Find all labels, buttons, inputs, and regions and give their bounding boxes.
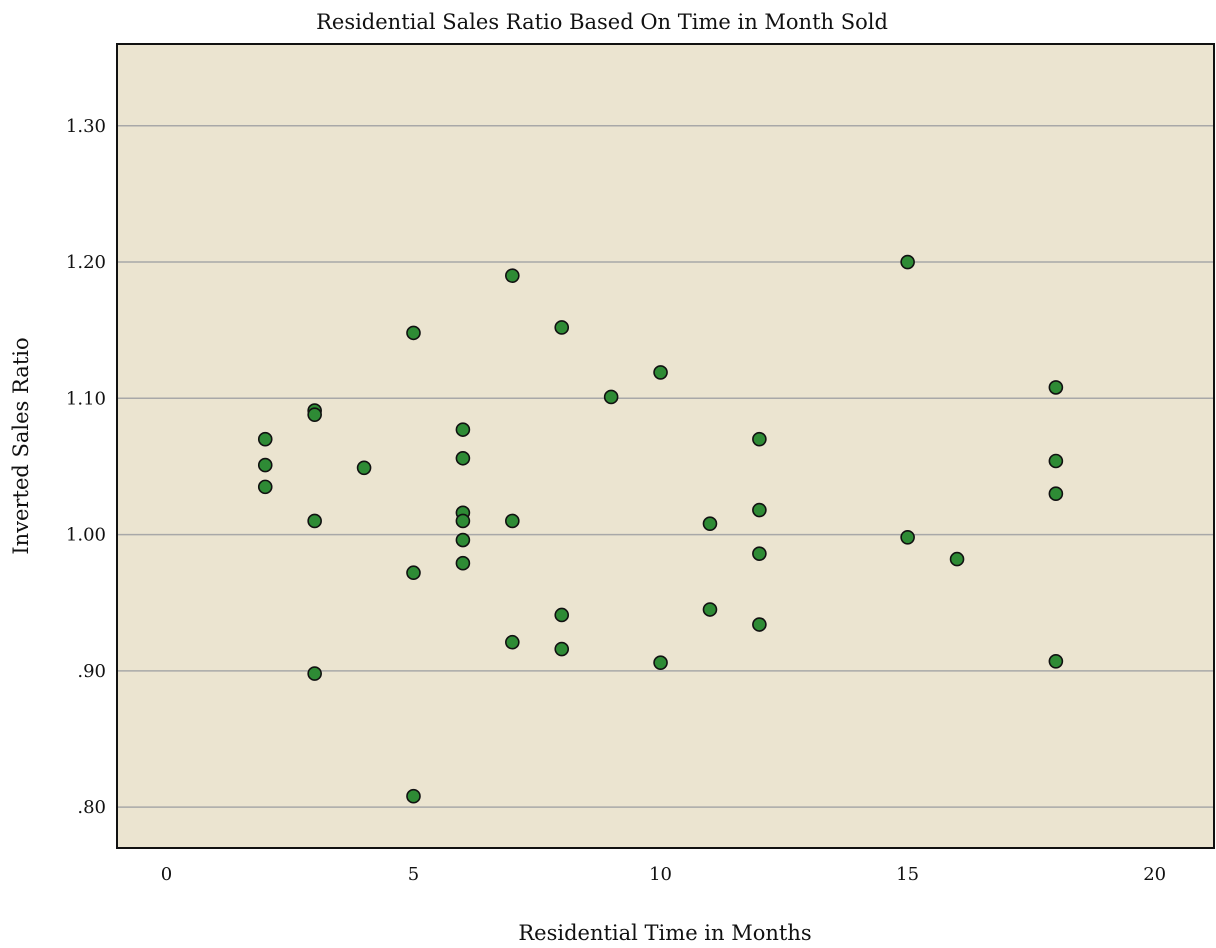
x-axis-ticks: 0 5 10 15 20: [161, 864, 1166, 885]
x-tick-label: 20: [1143, 864, 1166, 885]
data-point: [455, 513, 471, 529]
x-tick-label: 10: [649, 864, 672, 885]
data-point: [554, 641, 570, 657]
data-point: [752, 431, 767, 447]
data-point: [752, 617, 767, 632]
data-point: [257, 457, 273, 473]
data-point: [949, 551, 965, 567]
data-point: [653, 365, 668, 380]
y-tick-label: 1.20: [66, 252, 106, 273]
data-point: [406, 788, 421, 804]
x-axis-label: Residential Time in Months: [518, 921, 811, 945]
data-point: [752, 502, 767, 518]
y-axis-ticks: .80 .90 1.00 1.10 1.20 1.30: [66, 116, 106, 818]
chart-title: Residential Sales Ratio Based On Time in…: [316, 10, 888, 34]
y-axis-label: Inverted Sales Ratio: [9, 337, 33, 554]
data-point: [406, 325, 421, 341]
y-tick-label: 1.30: [66, 116, 106, 137]
data-point: [455, 422, 471, 437]
data-point: [900, 254, 915, 270]
x-tick-label: 5: [408, 864, 419, 885]
data-point: [1048, 486, 1064, 501]
data-point: [505, 634, 520, 650]
data-point: [554, 607, 570, 623]
data-point: [307, 407, 322, 422]
data-point: [307, 513, 322, 529]
y-tick-label: 1.00: [66, 525, 106, 546]
data-point: [257, 479, 273, 495]
data-point: [455, 555, 471, 571]
data-point: [356, 460, 372, 476]
data-point: [1048, 453, 1064, 469]
data-point: [752, 546, 767, 561]
data-point: [307, 666, 322, 681]
x-tick-label: 15: [896, 864, 919, 885]
data-point: [702, 516, 718, 531]
data-point: [554, 320, 570, 335]
data-points: [257, 254, 1064, 804]
data-point: [257, 431, 273, 447]
data-point: [1048, 654, 1064, 669]
plot-area: [117, 44, 1214, 848]
data-point: [900, 530, 915, 545]
y-tick-label: 1.10: [66, 388, 106, 409]
data-point: [455, 532, 471, 548]
data-point: [603, 389, 619, 405]
data-point: [1048, 380, 1064, 395]
data-point: [702, 602, 718, 617]
y-tick-label: .80: [77, 797, 106, 818]
data-point: [455, 450, 471, 466]
x-tick-label: 0: [161, 864, 172, 885]
y-tick-label: .90: [77, 661, 106, 682]
data-point: [505, 513, 520, 529]
plot-frame: [116, 43, 1215, 849]
data-point: [653, 655, 668, 670]
data-point: [505, 268, 520, 283]
data-point: [406, 565, 421, 581]
gridlines: [117, 125, 1214, 808]
